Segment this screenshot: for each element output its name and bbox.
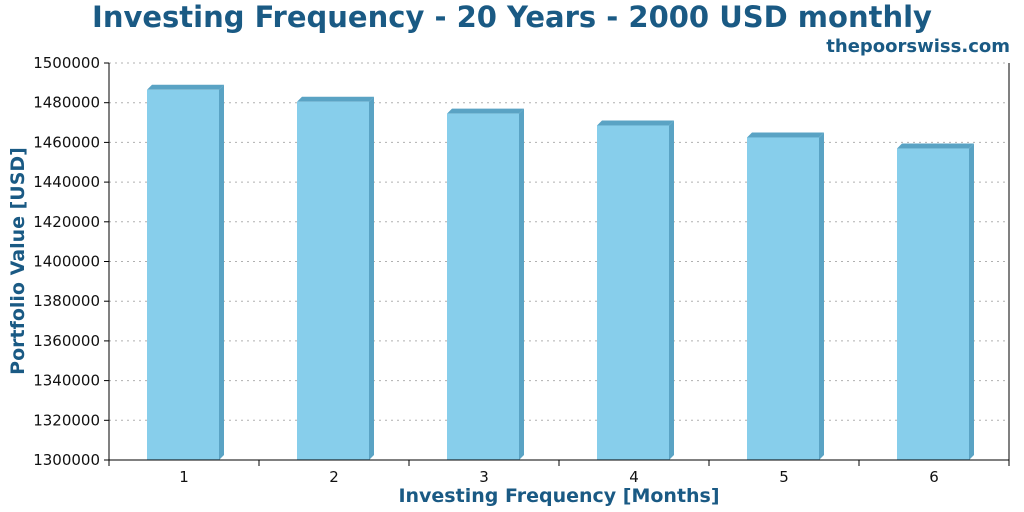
bar-top: [147, 84, 224, 90]
bar-1: [147, 84, 224, 461]
bar-top: [597, 120, 674, 126]
x-tick-label: 1: [179, 468, 189, 486]
y-tick-labels: 1300000 1320000 1340000 1360000 1380000 14000…: [33, 54, 100, 469]
grid-lines: [109, 62, 1009, 421]
x-tick-label: 3: [479, 468, 489, 486]
bar-front: [747, 137, 819, 460]
y-tick-label: 1320000: [33, 411, 100, 429]
y-tick-label: 1300000: [33, 451, 100, 469]
bar-front: [297, 101, 369, 461]
y-tick-label: 1360000: [33, 332, 100, 350]
x-tick-label: 4: [629, 468, 639, 486]
y-tick-label: 1420000: [33, 213, 100, 231]
bars: [147, 84, 974, 461]
chart-source: thepoorswiss.com: [826, 36, 1010, 57]
bar-6: [897, 143, 974, 460]
y-tick-label: 1440000: [33, 173, 100, 191]
bar-side: [219, 84, 224, 461]
bar-4: [597, 120, 674, 460]
axes: [104, 62, 1010, 466]
x-tick-label: 2: [329, 468, 339, 486]
y-tick-label: 1460000: [33, 133, 100, 151]
y-tick-label: 1480000: [33, 94, 100, 112]
bar-front: [147, 89, 219, 461]
bar-side: [819, 132, 824, 460]
bar-side: [519, 108, 524, 461]
y-tick-label: 1380000: [33, 292, 100, 310]
bar-front: [897, 148, 969, 460]
x-axis-label: Investing Frequency [Months]: [398, 485, 719, 507]
bar-2: [297, 96, 374, 461]
bar-side: [969, 143, 974, 460]
bar-front: [447, 113, 519, 461]
bar-top: [447, 108, 524, 114]
bar-3: [447, 108, 524, 461]
y-tick-label: 1400000: [33, 253, 100, 271]
bar-side: [669, 120, 674, 460]
y-tick-label: 1500000: [33, 54, 100, 72]
bar-top: [897, 143, 974, 149]
y-axis-label: Portfolio Value [USD]: [7, 147, 29, 375]
bar-top: [747, 132, 824, 138]
y-tick-label: 1340000: [33, 372, 100, 390]
x-tick-labels: 1 2 3 4 5 6: [179, 468, 939, 486]
bar-front: [597, 125, 669, 460]
x-tick-label: 5: [779, 468, 789, 486]
bar-side: [369, 96, 374, 461]
chart-title: Investing Frequency - 20 Years - 2000 US…: [92, 0, 932, 34]
bar-5: [747, 132, 824, 460]
x-tick-label: 6: [929, 468, 939, 486]
bar-top: [297, 96, 374, 102]
